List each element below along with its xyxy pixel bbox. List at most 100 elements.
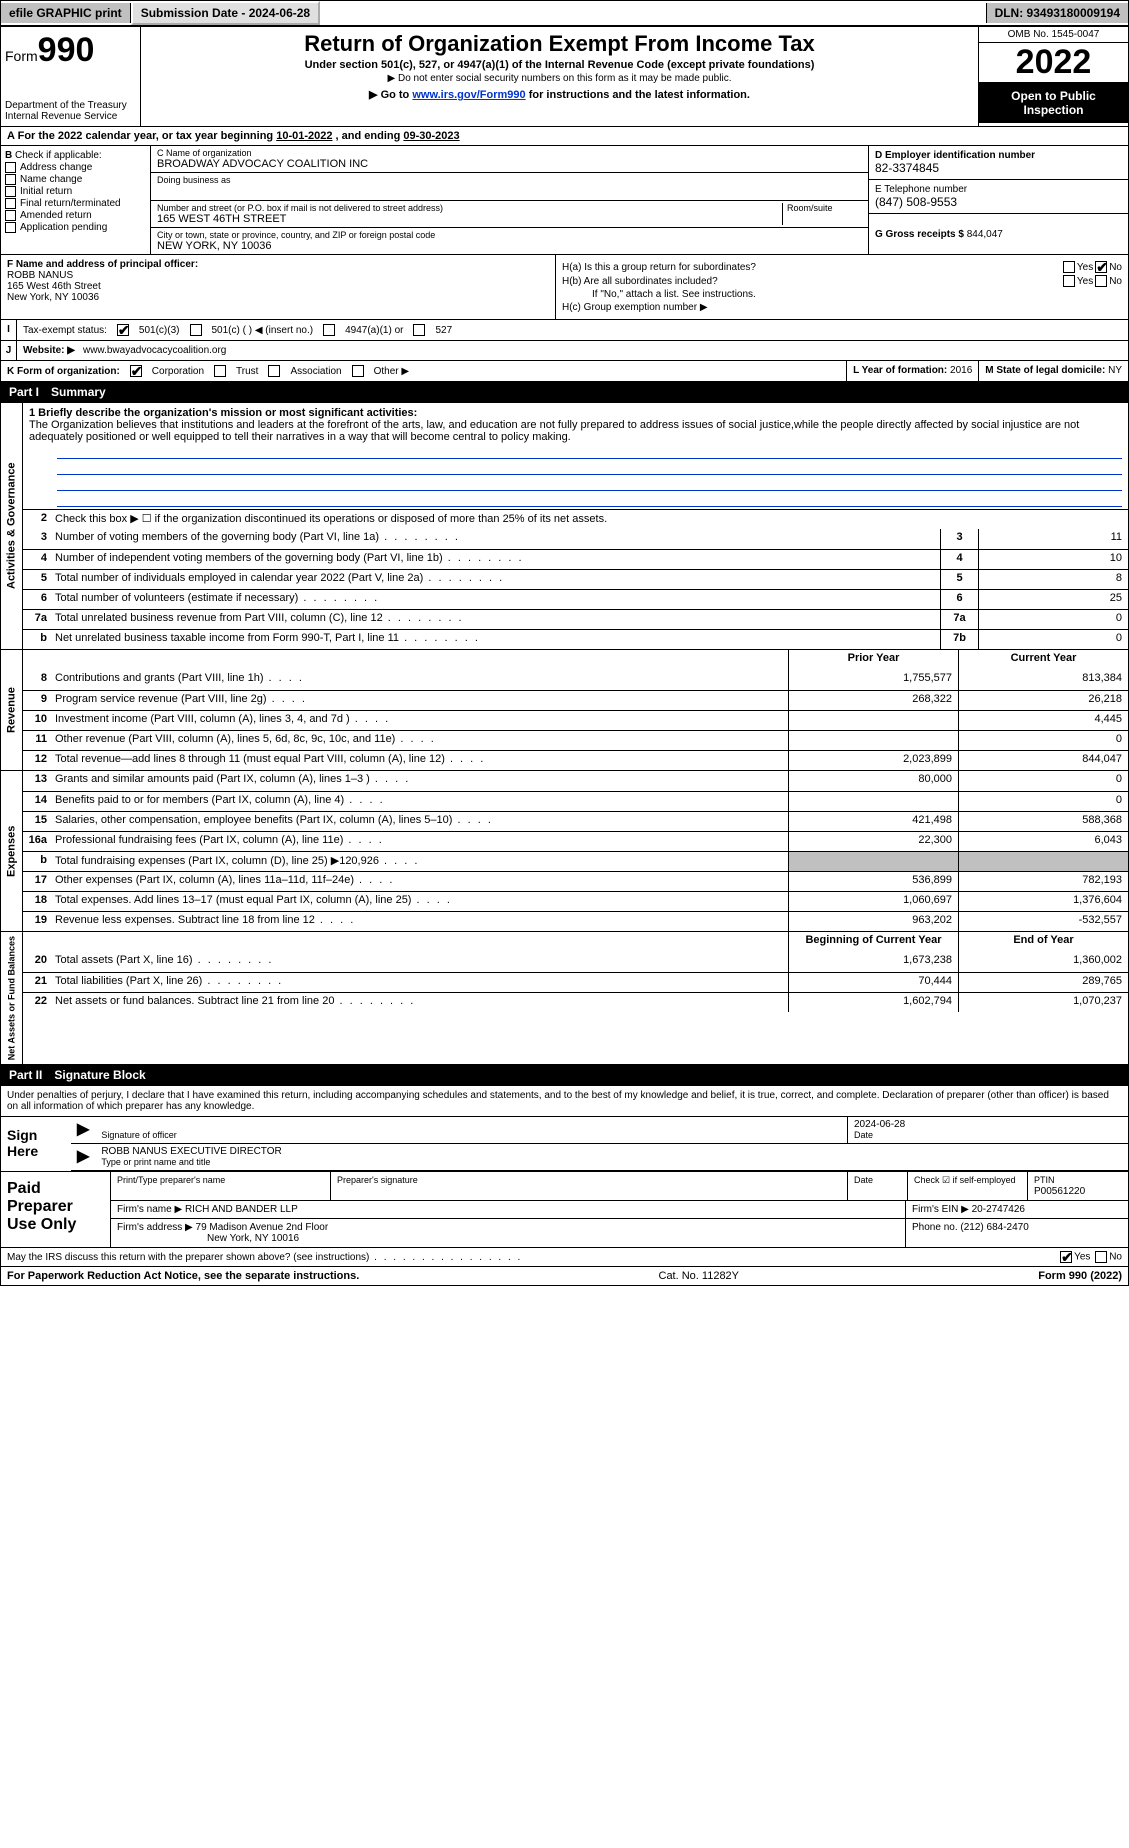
assoc-checkbox[interactable]	[268, 365, 280, 377]
officer-addr2: New York, NY 10036	[7, 292, 99, 303]
line-value: 25	[978, 590, 1128, 609]
ha-yes-checkbox[interactable]	[1063, 261, 1075, 273]
form-subtitle: Under section 501(c), 527, or 4947(a)(1)…	[149, 59, 970, 71]
header-right: OMB No. 1545-0047 2022 Open to Public In…	[978, 27, 1128, 126]
box-b-checkbox[interactable]	[5, 198, 16, 209]
box-b-item: Name change	[20, 174, 82, 185]
no-3: No	[1109, 1252, 1122, 1263]
firm-ein-label: Firm's EIN ▶	[912, 1204, 969, 1215]
prep-name-label: Print/Type preparer's name	[117, 1175, 225, 1185]
addr-label: Number and street (or P.O. box if mail i…	[157, 203, 782, 213]
line-desc: Total assets (Part X, line 16)	[51, 952, 788, 972]
sig-date-value: 2024-06-28	[854, 1119, 905, 1130]
prior-year-value	[788, 852, 958, 871]
part1-title: Summary	[51, 385, 106, 399]
opt-other: Other ▶	[374, 366, 409, 377]
hb-yes-checkbox[interactable]	[1063, 275, 1075, 287]
begin-year-value: 1,673,238	[788, 952, 958, 972]
part2-title: Signature Block	[54, 1068, 145, 1082]
paid-prep-label: Paid Preparer Use Only	[1, 1172, 111, 1247]
begin-year-value: 70,444	[788, 973, 958, 992]
box-b-checkbox[interactable]	[5, 162, 16, 173]
current-year-value: 782,193	[958, 872, 1128, 891]
current-year-value: 588,368	[958, 812, 1128, 831]
line-desc: Salaries, other compensation, employee b…	[51, 812, 788, 831]
officer-printed-name: ROBB NANUS EXECUTIVE DIRECTOR	[101, 1146, 281, 1157]
box-b: B Check if applicable: Address changeNam…	[1, 146, 151, 254]
line-value: 0	[978, 630, 1128, 649]
block-bcd: B Check if applicable: Address changeNam…	[0, 146, 1129, 255]
other-checkbox[interactable]	[352, 365, 364, 377]
instructions-link[interactable]: www.irs.gov/Form990	[412, 89, 525, 101]
phone-value: (847) 508-9553	[875, 195, 957, 209]
domicile-label: M State of legal domicile:	[985, 365, 1105, 376]
year-formation: 2016	[950, 365, 972, 376]
hb-no-checkbox[interactable]	[1095, 275, 1107, 287]
prior-year-value: 80,000	[788, 771, 958, 791]
form-header: Form990 Department of the Treasury Inter…	[0, 27, 1129, 127]
prior-year-value	[788, 711, 958, 730]
sign-here-section: Sign Here ▶ Signature of officer 2024-06…	[1, 1117, 1128, 1171]
prior-year-value: 268,322	[788, 691, 958, 710]
discuss-no-checkbox[interactable]	[1095, 1251, 1107, 1263]
current-year-value: 0	[958, 792, 1128, 811]
ha-no-checkbox[interactable]	[1095, 261, 1107, 273]
box-b-item: Initial return	[20, 186, 72, 197]
ptin-value: P00561220	[1034, 1186, 1085, 1197]
period-row: A For the 2022 calendar year, or tax yea…	[0, 127, 1129, 146]
org-name: BROADWAY ADVOCACY COALITION INC	[157, 158, 862, 170]
link-post: for instructions and the latest informat…	[526, 89, 750, 101]
501c-checkbox[interactable]	[190, 324, 202, 336]
submission-date-button[interactable]: Submission Date - 2024-06-28	[131, 1, 320, 25]
period-begin: 10-01-2022	[276, 130, 332, 142]
line-box-num: 7b	[940, 630, 978, 649]
room-label: Room/suite	[787, 203, 862, 213]
firm-phone-label: Phone no.	[912, 1222, 958, 1233]
line-desc: Total fundraising expenses (Part IX, col…	[51, 852, 788, 871]
current-year-value: 844,047	[958, 751, 1128, 770]
opt-501c: 501(c) ( ) ◀ (insert no.)	[212, 325, 314, 336]
header-center: Return of Organization Exempt From Incom…	[141, 27, 978, 126]
tab-governance: Activities & Governance	[1, 403, 23, 649]
part2-header: Part II Signature Block	[0, 1065, 1129, 1086]
527-checkbox[interactable]	[413, 324, 425, 336]
line2-text: Check this box ▶ ☐ if the organization d…	[51, 510, 1128, 529]
opt-4947: 4947(a)(1) or	[345, 325, 403, 336]
arrow-icon: ▶	[71, 1117, 95, 1143]
line-desc: Net assets or fund balances. Subtract li…	[51, 993, 788, 1012]
no-2: No	[1109, 276, 1122, 287]
prior-year-value: 963,202	[788, 912, 958, 931]
period-mid: , and ending	[332, 130, 403, 142]
form-org-label: K Form of organization:	[7, 366, 120, 377]
box-b-checkbox[interactable]	[5, 210, 16, 221]
opt-527: 527	[435, 325, 452, 336]
form-label: Form	[5, 48, 38, 64]
prior-year-value: 1,755,577	[788, 670, 958, 690]
trust-checkbox[interactable]	[214, 365, 226, 377]
officer-name: ROBB NANUS	[7, 270, 73, 281]
omb-number: OMB No. 1545-0047	[979, 27, 1128, 43]
period-end: 09-30-2023	[403, 130, 459, 142]
hdr-begin-year: Beginning of Current Year	[788, 932, 958, 952]
discuss-yes-checkbox[interactable]	[1060, 1251, 1072, 1263]
4947-checkbox[interactable]	[323, 324, 335, 336]
line-value: 8	[978, 570, 1128, 589]
box-b-checkbox[interactable]	[5, 222, 16, 233]
ha-label: H(a) Is this a group return for subordin…	[562, 262, 1061, 273]
box-b-label: Check if applicable:	[15, 150, 102, 161]
line-desc: Other revenue (Part VIII, column (A), li…	[51, 731, 788, 750]
501c3-checkbox[interactable]	[117, 324, 129, 336]
line-box-num: 6	[940, 590, 978, 609]
line-desc: Number of voting members of the governin…	[51, 529, 940, 549]
dba-label: Doing business as	[157, 175, 862, 185]
line-desc: Investment income (Part VIII, column (A)…	[51, 711, 788, 730]
box-b-checkbox[interactable]	[5, 174, 16, 185]
corp-checkbox[interactable]	[130, 365, 142, 377]
top-bar: efile GRAPHIC print Submission Date - 20…	[0, 0, 1129, 27]
prior-year-value: 2,023,899	[788, 751, 958, 770]
box-b-checkbox[interactable]	[5, 186, 16, 197]
tax-year: 2022	[979, 43, 1128, 83]
line-desc: Professional fundraising fees (Part IX, …	[51, 832, 788, 851]
row-j: J Website: ▶ www.bwayadvocacycoalition.o…	[0, 341, 1129, 361]
current-year-value: 4,445	[958, 711, 1128, 730]
